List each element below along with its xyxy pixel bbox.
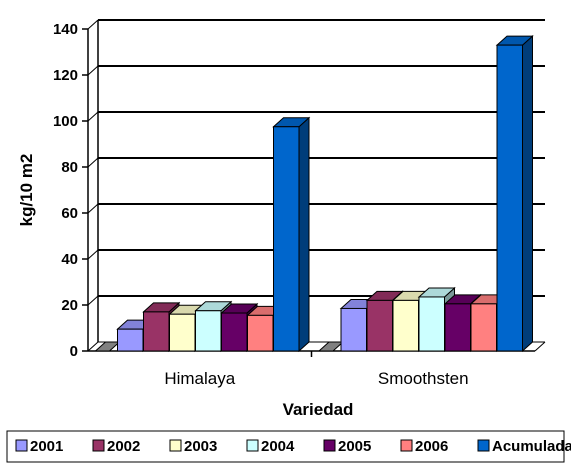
- bar-acumulada-himalaya: [273, 126, 300, 352]
- gridline-side: [87, 295, 99, 306]
- gridline-side: [87, 157, 99, 168]
- bar-2005-smoothsten: [444, 303, 471, 352]
- floor-tab: [94, 341, 121, 352]
- gridline-side: [87, 19, 99, 30]
- floor-tab: [317, 341, 345, 352]
- gridline-side: [87, 203, 99, 214]
- legend: 2001 2002 2003 2004 2005 2006 Acumulada: [6, 430, 571, 463]
- bar-side: [298, 116, 310, 353]
- y-axis-title: kg/10 m2: [17, 154, 36, 227]
- floor-right-edge: [534, 341, 546, 352]
- legend-label: 2002: [107, 438, 140, 455]
- y-tick-label: 80: [61, 159, 78, 176]
- category-labels: Himalaya Smoothsten: [164, 369, 468, 388]
- legend-label: 2004: [261, 438, 295, 455]
- bar-2003-himalaya: [169, 313, 196, 352]
- gridline-side: [87, 111, 99, 122]
- legend-swatch: [92, 439, 105, 452]
- y-tick-label: 20: [61, 297, 78, 314]
- x-axis-title: Variedad: [283, 400, 354, 419]
- y-tick-label: 0: [70, 343, 78, 360]
- bar-2006-smoothsten: [470, 303, 497, 352]
- y-tick-label: 140: [53, 21, 78, 38]
- y-tick-labels: 0 20 40 60 80 100 120 140: [53, 21, 78, 360]
- legend-label: 2001: [30, 438, 63, 455]
- bar-2001-smoothsten: [340, 307, 367, 352]
- legend-label: Acumulada: [492, 438, 571, 455]
- y-tick-label: 120: [53, 67, 78, 84]
- category-label: Himalaya: [164, 369, 235, 388]
- bar-2004-himalaya: [195, 310, 222, 352]
- gridlines: [87, 19, 545, 352]
- bar-2002-smoothsten: [366, 299, 393, 352]
- y-tick-label: 40: [61, 251, 78, 268]
- legend-swatch: [169, 439, 182, 452]
- bar-2001-himalaya: [117, 328, 144, 352]
- gridline-side: [87, 65, 99, 76]
- legend-swatch: [400, 439, 413, 452]
- y-tick-label: 60: [61, 205, 78, 222]
- legend-swatch: [477, 439, 490, 452]
- y-tick-label: 100: [53, 113, 78, 130]
- bar-2003-smoothsten: [392, 299, 419, 352]
- legend-label: 2003: [184, 438, 217, 455]
- legend-swatch: [15, 439, 28, 452]
- bar-2005-himalaya: [221, 312, 248, 352]
- legend-swatch: [323, 439, 336, 452]
- bar-acumulada-smoothsten: [496, 44, 523, 352]
- category-label: Smoothsten: [378, 369, 469, 388]
- bar-2002-himalaya: [143, 311, 170, 352]
- gridline-side: [87, 249, 99, 260]
- legend-label: 2006: [415, 438, 448, 455]
- gridline-side: [87, 341, 99, 352]
- bar-side: [522, 34, 533, 353]
- legend-label: 2005: [338, 438, 371, 455]
- legend-swatch: [246, 439, 259, 452]
- bar-2006-himalaya: [247, 314, 274, 352]
- bar-2004-smoothsten: [418, 296, 445, 352]
- bars: [94, 34, 534, 353]
